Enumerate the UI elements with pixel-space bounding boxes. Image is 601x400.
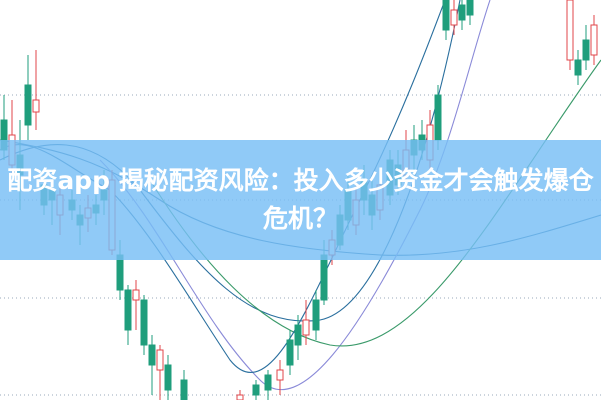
candle-body	[450, 9, 458, 26]
moving-average-line	[99, 0, 491, 391]
candle-body	[236, 394, 244, 400]
candle-body	[590, 24, 598, 56]
candle-body	[320, 254, 328, 301]
candle-body	[276, 369, 284, 381]
candle-body	[466, 0, 474, 16]
candle-body	[32, 99, 40, 113]
candle-body	[458, 4, 466, 21]
title-banner: 配资app 揭秘配资风险：投入多少资金才会触发爆仓危机？	[0, 140, 601, 260]
candle-body	[252, 384, 260, 396]
candle-body	[442, 0, 450, 31]
candle-body	[148, 344, 156, 366]
candle-body	[294, 324, 302, 346]
candle-body	[574, 59, 582, 76]
candle-body	[264, 374, 272, 391]
candle-body	[116, 254, 124, 291]
candle-body	[156, 349, 164, 371]
candle-body	[24, 84, 32, 126]
candle-body	[582, 39, 590, 61]
candle-body	[312, 299, 320, 331]
candle-body	[180, 379, 188, 400]
candle-body	[302, 319, 310, 336]
candle-body	[132, 289, 140, 301]
candle-body	[164, 364, 172, 391]
candle-body	[434, 94, 442, 141]
candle-body	[286, 339, 294, 366]
candle-body	[566, 0, 574, 61]
candle-body	[140, 299, 148, 346]
article-title: 配资app 揭秘配资风险：投入多少资金才会触发爆仓危机？	[7, 166, 594, 233]
candle-body	[124, 289, 132, 331]
